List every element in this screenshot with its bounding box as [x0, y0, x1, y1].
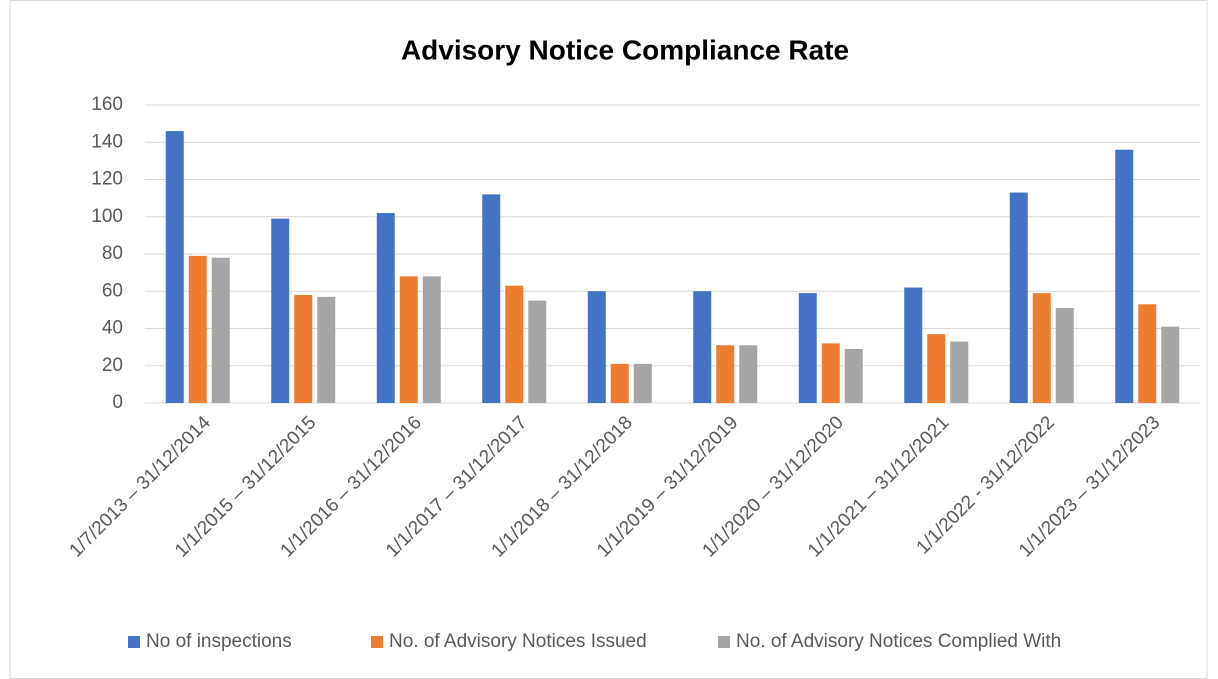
- bar: [271, 218, 290, 403]
- bar: [950, 341, 969, 403]
- bar: [1115, 149, 1134, 403]
- bar: [188, 255, 207, 403]
- bar: [844, 348, 863, 403]
- legend-swatch: [371, 636, 383, 648]
- bar: [587, 291, 606, 403]
- bar: [505, 285, 524, 403]
- bar: [422, 276, 441, 403]
- chart-frame: [9, 0, 1208, 679]
- bar: [482, 194, 501, 403]
- bar: [211, 257, 230, 403]
- bar: [610, 363, 629, 403]
- bar: [716, 345, 735, 403]
- legend-label: No. of Advisory Notices Issued: [389, 631, 647, 652]
- bar: [165, 131, 184, 403]
- bar: [376, 213, 395, 403]
- y-tick-label: 100: [91, 206, 123, 227]
- bar: [528, 300, 547, 403]
- bar: [1032, 293, 1051, 403]
- bar: [633, 363, 652, 403]
- bar: [1055, 308, 1074, 403]
- legend-label: No. of Advisory Notices Complied With: [736, 631, 1061, 652]
- bar: [399, 276, 418, 403]
- bar: [739, 345, 758, 403]
- legend-swatch: [128, 636, 140, 648]
- bar: [798, 293, 817, 403]
- y-tick-label: 40: [102, 318, 123, 339]
- bar: [1161, 326, 1180, 403]
- y-tick-label: 20: [102, 355, 123, 376]
- bar: [1009, 192, 1028, 403]
- bar: [927, 334, 946, 403]
- bar: [693, 291, 712, 403]
- y-tick-label: 60: [102, 280, 123, 301]
- chart-title: Advisory Notice Compliance Rate: [401, 34, 849, 65]
- y-tick-label: 140: [91, 131, 123, 152]
- legend-swatch: [718, 636, 730, 648]
- y-tick-label: 120: [91, 169, 123, 190]
- y-tick-label: 0: [112, 392, 123, 413]
- legend-label: No of inspections: [146, 631, 292, 652]
- bar: [294, 294, 313, 403]
- y-tick-label: 80: [102, 243, 123, 264]
- bar: [317, 296, 336, 403]
- y-tick-label: 160: [91, 94, 123, 115]
- bar: [904, 287, 923, 403]
- bar: [1138, 304, 1157, 403]
- bar: [821, 343, 840, 403]
